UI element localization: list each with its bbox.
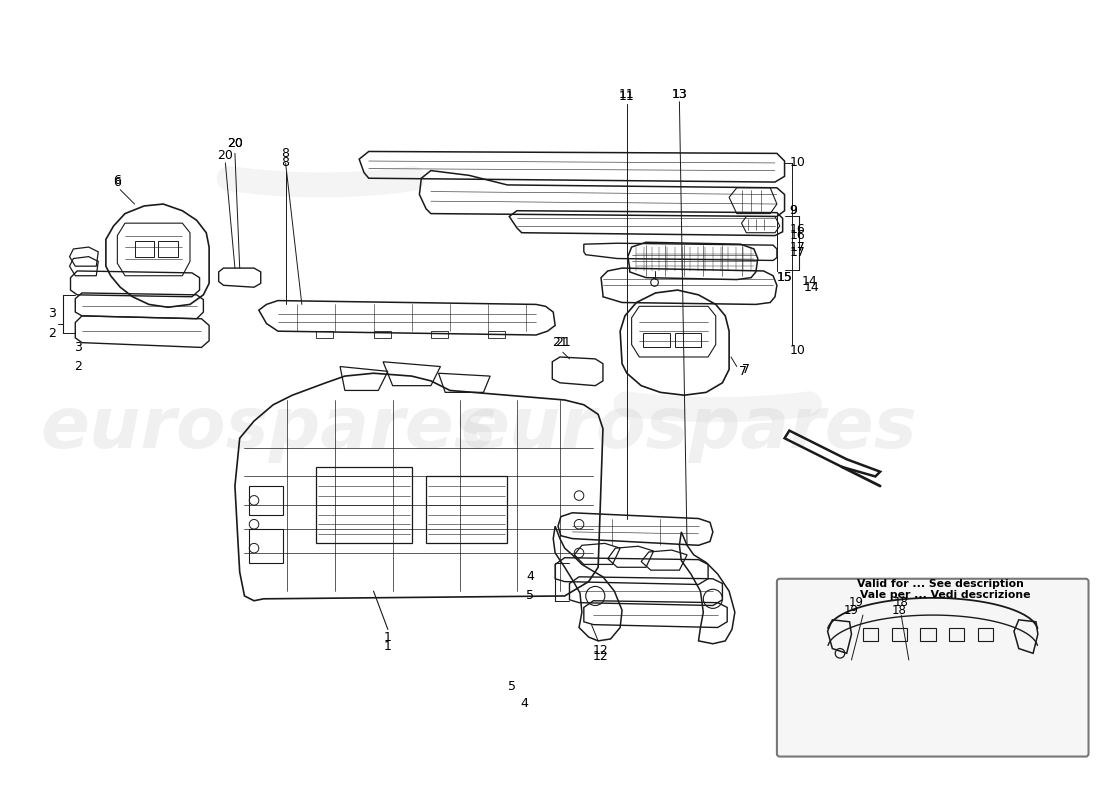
Text: 4: 4: [520, 698, 528, 710]
Text: 8: 8: [282, 157, 289, 170]
Text: 2: 2: [48, 326, 56, 339]
Text: 9: 9: [790, 204, 798, 218]
Text: 3: 3: [74, 341, 82, 354]
Text: 17: 17: [790, 241, 805, 254]
Text: 6: 6: [113, 174, 121, 186]
Text: 16: 16: [790, 223, 805, 236]
Text: 5: 5: [508, 680, 516, 694]
Text: 20: 20: [218, 149, 233, 162]
Text: 12: 12: [593, 650, 609, 662]
Text: 2: 2: [74, 360, 82, 373]
Text: eurospares: eurospares: [40, 394, 497, 463]
Text: 1: 1: [384, 630, 392, 643]
FancyBboxPatch shape: [777, 578, 1089, 757]
Text: 20: 20: [227, 138, 243, 150]
Text: 14: 14: [802, 275, 817, 288]
Text: 18: 18: [892, 604, 906, 617]
Text: 19: 19: [844, 604, 859, 617]
Text: 19: 19: [849, 596, 864, 609]
Text: 18: 18: [893, 596, 909, 609]
Text: 16: 16: [790, 229, 805, 242]
Text: 11: 11: [619, 88, 635, 101]
Text: 15: 15: [777, 271, 792, 284]
Text: eurospares: eurospares: [461, 394, 917, 463]
Text: 17: 17: [790, 246, 805, 259]
Text: 1: 1: [384, 640, 392, 653]
Text: 8: 8: [282, 147, 289, 160]
Text: 10: 10: [790, 157, 805, 170]
Text: 9: 9: [790, 204, 798, 218]
Text: 11: 11: [619, 90, 635, 102]
Text: 15: 15: [777, 271, 792, 284]
Text: Valid for ... See description: Valid for ... See description: [857, 579, 1024, 590]
Text: 21: 21: [552, 336, 568, 349]
Text: 7: 7: [741, 363, 749, 376]
Text: 13: 13: [671, 88, 688, 101]
Text: 14: 14: [804, 281, 820, 294]
Text: 4: 4: [526, 570, 535, 583]
Text: 6: 6: [113, 175, 121, 189]
Text: 10: 10: [790, 344, 805, 357]
Text: 7: 7: [739, 365, 747, 378]
Text: Vale per ... Vedi descrizione: Vale per ... Vedi descrizione: [860, 590, 1031, 600]
Text: 20: 20: [227, 138, 243, 150]
Text: 13: 13: [671, 88, 688, 101]
Text: 3: 3: [48, 307, 56, 321]
Text: 5: 5: [526, 590, 535, 602]
Text: 12: 12: [593, 644, 609, 657]
Text: 21: 21: [554, 336, 571, 349]
